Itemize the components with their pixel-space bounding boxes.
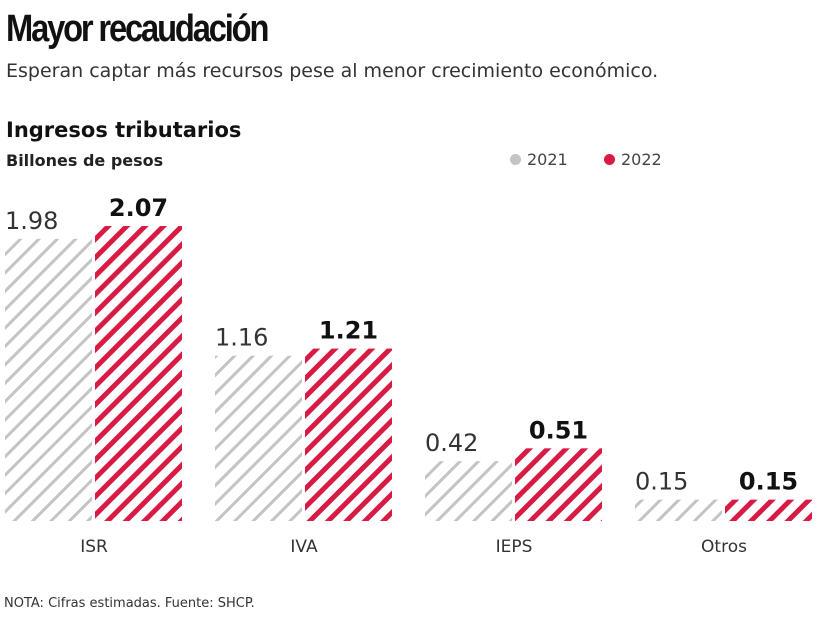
footnote: NOTA: Cifras estimadas. Fuente: SHCP. bbox=[4, 596, 255, 611]
data-label: 1.16 bbox=[215, 324, 268, 352]
chart-title: Ingresos tributarios bbox=[6, 118, 242, 142]
data-label: 0.15 bbox=[635, 468, 688, 496]
bar-isr-2022 bbox=[95, 226, 182, 521]
x-tick-label: IEPS bbox=[496, 537, 533, 557]
data-label: 1.21 bbox=[319, 317, 378, 345]
subtitle: Esperan captar más recursos pese al meno… bbox=[6, 60, 659, 82]
bar-isr-2021 bbox=[5, 238, 92, 521]
bar-iva-2021 bbox=[215, 355, 302, 521]
x-tick-label: ISR bbox=[80, 537, 108, 557]
bar-ieps-2021 bbox=[425, 461, 512, 521]
data-label: 0.51 bbox=[529, 416, 588, 444]
data-label: 0.15 bbox=[739, 468, 798, 496]
data-label: 0.42 bbox=[425, 429, 478, 457]
data-label: 2.07 bbox=[109, 194, 168, 222]
legend-label: 2022 bbox=[621, 150, 662, 169]
legend-item-2021: 2021 bbox=[510, 150, 568, 169]
bar-ieps-2022 bbox=[515, 448, 602, 521]
x-tick-label: IVA bbox=[290, 537, 318, 557]
legend-item-2022: 2022 bbox=[604, 150, 662, 169]
bar-otros-2021 bbox=[635, 499, 722, 521]
data-label: 1.98 bbox=[5, 207, 58, 235]
y-axis-label: Billones de pesos bbox=[6, 151, 164, 170]
x-tick-label: Otros bbox=[701, 537, 747, 557]
legend-swatch-2021 bbox=[510, 154, 521, 165]
legend-label: 2021 bbox=[527, 150, 568, 169]
legend-swatch-2022 bbox=[604, 154, 615, 165]
bar-otros-2022 bbox=[725, 499, 812, 521]
bar-iva-2022 bbox=[305, 348, 392, 521]
headline: Mayor recaudación bbox=[6, 8, 269, 50]
